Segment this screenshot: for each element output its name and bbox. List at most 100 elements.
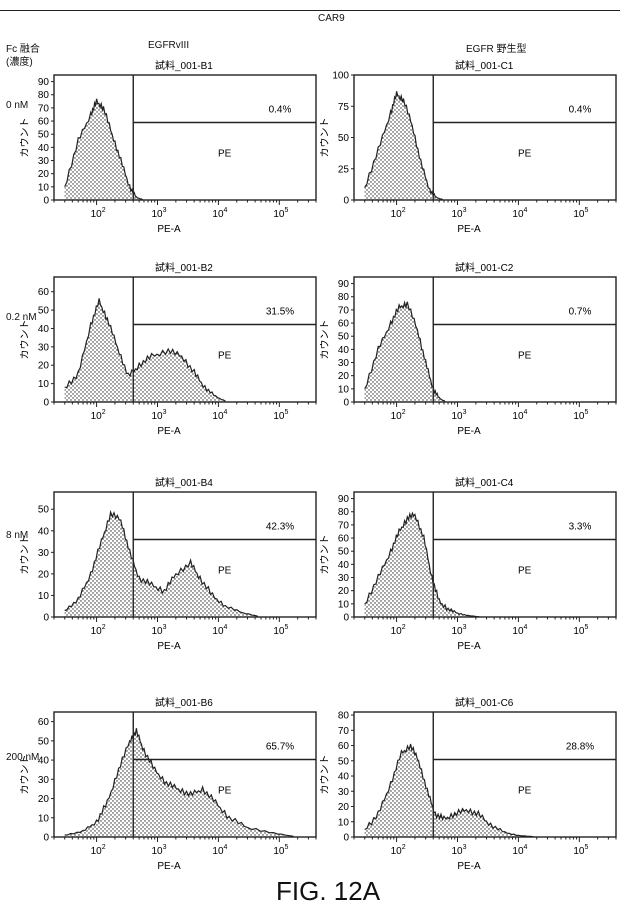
y-tick-label-001-b1: 0 <box>43 196 49 207</box>
sample-title-001-b4: 試料_001-B4 <box>155 476 213 489</box>
sample-title-001-c1: 試料_001-C1 <box>455 59 514 72</box>
x-axis-label-001-b2: PE-A <box>157 426 181 437</box>
y-tick-label-001-c4: 50 <box>338 547 350 558</box>
y-tick-label-001-c4: 20 <box>338 586 350 597</box>
x-tick-label-001-c1: 105 <box>573 207 588 220</box>
sample-title-001-c4: 試料_001-C4 <box>455 476 514 489</box>
x-tick-label-001-b2: 103 <box>151 409 166 422</box>
y-tick-label-001-c2: 80 <box>338 292 350 303</box>
y-axis-label-001-b2: カウント <box>20 320 31 360</box>
y-tick-label-001-b6: 10 <box>38 813 50 824</box>
y-tick-label-001-c1: 100 <box>332 71 349 82</box>
y-tick-label-001-b1: 10 <box>38 182 50 193</box>
x-tick-label-001-c1: 102 <box>391 207 406 220</box>
histogram-fill-001-c6 <box>365 744 537 837</box>
y-tick-label-001-b2: 0 <box>43 398 49 409</box>
y-tick-label-001-b4: 40 <box>38 526 50 537</box>
y-tick-label-001-c4: 90 <box>338 494 350 505</box>
x-tick-label-001-b2: 104 <box>212 409 227 422</box>
x-tick-label-001-c2: 103 <box>451 409 466 422</box>
histogram-fill-001-c4 <box>365 513 482 617</box>
gate-percent-001-c2: 0.7% <box>569 307 592 318</box>
y-tick-label-001-c2: 90 <box>338 279 350 290</box>
y-tick-label-001-c1: 50 <box>338 133 350 144</box>
x-tick-label-001-b6: 102 <box>91 844 106 857</box>
gate-percent-001-b2: 31.5% <box>266 307 294 318</box>
gate-label-001-b4: PE <box>218 566 232 577</box>
x-tick-label-001-c6: 104 <box>512 844 527 857</box>
y-tick-label-001-c1: 25 <box>338 164 350 175</box>
y-tick-label-001-c4: 30 <box>338 573 350 584</box>
x-axis-label-001-c4: PE-A <box>457 641 481 652</box>
histogram-panel-c4: 試料_001-C43.3%PE0102030405060708090カウント10… <box>320 472 620 667</box>
x-axis-label-001-c6: PE-A <box>457 861 481 872</box>
y-tick-label-001-b2: 60 <box>38 287 50 298</box>
y-tick-label-001-c6: 20 <box>338 802 350 813</box>
column-title-egfr-wild-type: EGFR 野生型 <box>466 40 527 55</box>
x-tick-label-001-b1: 102 <box>91 207 106 220</box>
x-tick-label-001-c6: 102 <box>391 844 406 857</box>
x-tick-label-001-b1: 103 <box>151 207 166 220</box>
y-tick-label-001-b1: 30 <box>38 156 50 167</box>
y-tick-label-001-b4: 50 <box>38 505 50 516</box>
y-axis-label-001-b6: カウント <box>20 755 31 795</box>
histogram-panel-b6: 試料_001-B665.7%PE0102030405060カウント1021031… <box>20 692 320 887</box>
y-tick-label-001-b4: 20 <box>38 569 50 580</box>
x-axis-label-001-c2: PE-A <box>457 426 481 437</box>
x-tick-label-001-b2: 102 <box>91 409 106 422</box>
gate-label-001-c4: PE <box>518 566 532 577</box>
x-tick-label-001-b2: 105 <box>273 409 288 422</box>
y-tick-label-001-b6: 20 <box>38 794 50 805</box>
y-tick-label-001-c1: 75 <box>338 102 350 113</box>
y-tick-label-001-b2: 30 <box>38 342 50 353</box>
column-title-egfrviii: EGFRvIII <box>148 40 189 51</box>
x-tick-label-001-b6: 104 <box>212 844 227 857</box>
gate-percent-001-b6: 65.7% <box>266 742 294 753</box>
histogram-panel-b4: 試料_001-B442.3%PE01020304050カウント102103104… <box>20 472 320 667</box>
y-tick-label-001-b2: 40 <box>38 324 50 335</box>
gate-percent-001-b4: 42.3% <box>266 522 294 533</box>
y-tick-label-001-c2: 60 <box>338 319 350 330</box>
x-tick-label-001-c6: 103 <box>451 844 466 857</box>
x-tick-label-001-c4: 105 <box>573 624 588 637</box>
y-tick-label-001-c4: 80 <box>338 507 350 518</box>
y-tick-label-001-c2: 10 <box>338 384 350 395</box>
y-tick-label-001-c4: 60 <box>338 534 350 545</box>
gate-label-001-c6: PE <box>518 786 532 797</box>
y-axis-label-001-c2: カウント <box>320 320 331 360</box>
y-tick-label-001-b6: 40 <box>38 756 50 767</box>
x-axis-label-001-b6: PE-A <box>157 861 181 872</box>
x-tick-label-001-c2: 104 <box>512 409 527 422</box>
gate-label-001-b2: PE <box>218 351 232 362</box>
x-tick-label-001-c2: 105 <box>573 409 588 422</box>
y-tick-label-001-c2: 0 <box>343 398 349 409</box>
y-axis-label-001-c1: カウント <box>320 118 331 158</box>
y-tick-label-001-b1: 70 <box>38 103 50 114</box>
x-tick-label-001-b4: 102 <box>91 624 106 637</box>
x-tick-label-001-b4: 105 <box>273 624 288 637</box>
x-tick-label-001-b1: 105 <box>273 207 288 220</box>
x-tick-label-001-c4: 102 <box>391 624 406 637</box>
gate-label-001-c1: PE <box>518 149 532 160</box>
x-tick-label-001-b1: 104 <box>212 207 227 220</box>
sample-title-001-c6: 試料_001-C6 <box>455 696 514 709</box>
y-tick-label-001-c6: 0 <box>343 833 349 844</box>
histogram-panel-b1: 試料_001-B10.4%PE0102030405060708090カウント10… <box>20 55 320 250</box>
y-tick-label-001-c6: 80 <box>338 711 350 722</box>
sample-title-001-b1: 試料_001-B1 <box>155 59 213 72</box>
y-tick-label-001-c2: 20 <box>338 371 350 382</box>
y-tick-label-001-c6: 30 <box>338 787 350 798</box>
y-tick-label-001-b1: 40 <box>38 143 50 154</box>
y-tick-label-001-b6: 0 <box>43 833 49 844</box>
y-axis-label-001-c4: カウント <box>320 535 331 575</box>
x-tick-label-001-c4: 103 <box>451 624 466 637</box>
figure-caption: FIG. 12A <box>276 876 380 907</box>
x-tick-label-001-b6: 105 <box>273 844 288 857</box>
y-tick-label-001-b2: 10 <box>38 379 50 390</box>
y-tick-label-001-b4: 0 <box>43 613 49 624</box>
y-tick-label-001-c4: 0 <box>343 613 349 624</box>
y-tick-label-001-c6: 40 <box>338 772 350 783</box>
y-tick-label-001-c6: 60 <box>338 741 350 752</box>
y-tick-label-001-b1: 80 <box>38 90 50 101</box>
figure-top-rule <box>0 10 620 11</box>
